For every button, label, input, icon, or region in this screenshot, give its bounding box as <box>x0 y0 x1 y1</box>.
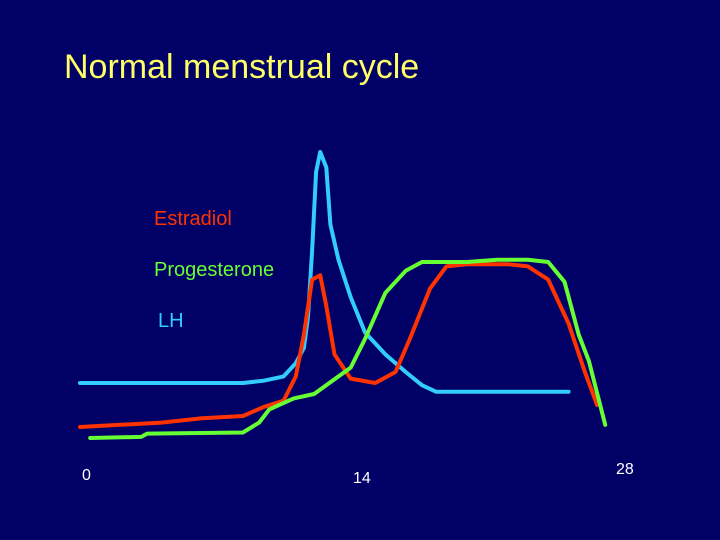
x-tick-0: 0 <box>82 467 91 484</box>
x-tick-28: 28 <box>616 461 634 478</box>
series-line-estradiol <box>78 262 600 429</box>
series-line-progesterone <box>88 257 608 440</box>
legend-progesterone: Progesterone <box>154 259 275 281</box>
legend-lh: LH <box>158 310 184 332</box>
legend-estradiol: Estradiol <box>154 208 232 230</box>
series-line-lh <box>78 150 571 394</box>
slide-title: Normal menstrual cycle <box>64 48 420 86</box>
x-tick-14: 14 <box>353 470 371 487</box>
